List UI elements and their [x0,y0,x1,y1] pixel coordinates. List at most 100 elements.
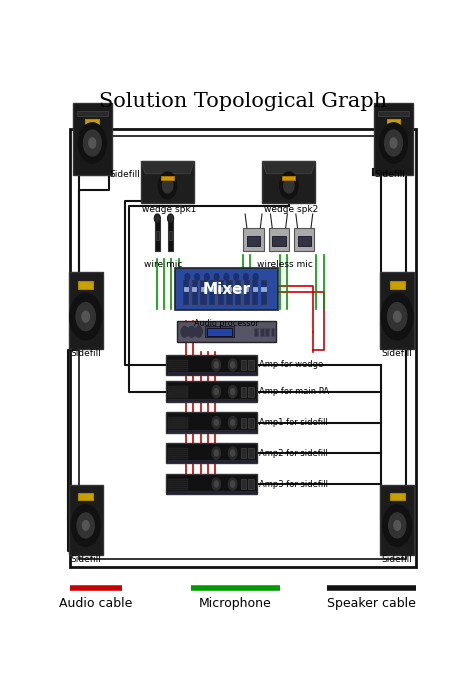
FancyBboxPatch shape [374,103,413,176]
Circle shape [393,311,401,322]
Circle shape [76,303,95,330]
FancyBboxPatch shape [168,479,188,480]
Circle shape [78,123,106,163]
FancyBboxPatch shape [183,280,188,304]
Circle shape [168,214,173,223]
Circle shape [390,138,397,148]
FancyBboxPatch shape [168,394,188,396]
FancyBboxPatch shape [248,418,254,428]
FancyBboxPatch shape [247,236,260,246]
FancyBboxPatch shape [168,485,188,486]
FancyBboxPatch shape [244,280,249,304]
FancyBboxPatch shape [298,236,311,246]
FancyBboxPatch shape [248,359,254,370]
Circle shape [388,303,407,330]
Circle shape [82,520,89,530]
Text: Sidefill: Sidefill [374,171,405,179]
FancyBboxPatch shape [254,328,258,336]
Circle shape [283,178,294,193]
FancyBboxPatch shape [201,287,205,291]
Circle shape [195,273,200,280]
Polygon shape [262,161,316,174]
FancyBboxPatch shape [168,460,255,463]
FancyBboxPatch shape [235,280,240,304]
Circle shape [224,273,229,280]
FancyBboxPatch shape [73,103,111,176]
FancyBboxPatch shape [241,418,246,428]
Circle shape [214,481,219,487]
FancyBboxPatch shape [156,231,159,240]
Text: wire mic: wire mic [145,260,183,269]
Circle shape [155,214,160,223]
Circle shape [214,389,219,395]
FancyBboxPatch shape [169,231,172,240]
Circle shape [380,123,408,163]
FancyBboxPatch shape [168,481,188,482]
FancyBboxPatch shape [85,119,99,125]
Circle shape [244,273,248,280]
Circle shape [228,478,237,490]
FancyBboxPatch shape [244,287,248,291]
FancyBboxPatch shape [260,328,264,336]
FancyBboxPatch shape [207,328,232,336]
FancyBboxPatch shape [168,430,255,432]
FancyBboxPatch shape [248,479,254,489]
FancyBboxPatch shape [141,161,194,203]
FancyBboxPatch shape [253,287,257,291]
FancyBboxPatch shape [168,399,255,401]
FancyBboxPatch shape [77,110,108,117]
Circle shape [384,130,402,156]
Text: Speaker cable: Speaker cable [327,598,416,610]
FancyBboxPatch shape [184,287,188,291]
Text: Sidefill: Sidefill [70,555,101,564]
Circle shape [83,130,101,156]
Circle shape [163,178,173,193]
Circle shape [381,294,413,340]
FancyBboxPatch shape [218,287,222,291]
Text: wedge spk1: wedge spk1 [142,205,196,214]
FancyBboxPatch shape [168,372,255,375]
FancyBboxPatch shape [168,423,188,425]
Circle shape [383,505,411,546]
FancyBboxPatch shape [241,479,246,489]
FancyBboxPatch shape [168,489,188,490]
Text: Amp1 for sidefill: Amp1 for sidefill [259,418,328,427]
Circle shape [228,416,237,429]
FancyBboxPatch shape [244,228,264,251]
FancyBboxPatch shape [168,368,188,369]
FancyBboxPatch shape [241,359,246,370]
Circle shape [181,326,188,337]
FancyBboxPatch shape [168,392,188,393]
Circle shape [82,311,90,322]
Circle shape [389,513,406,538]
Text: Microphone: Microphone [199,598,272,610]
FancyBboxPatch shape [265,328,269,336]
FancyBboxPatch shape [168,362,188,363]
FancyBboxPatch shape [168,421,188,423]
Text: Solution Topological Graph: Solution Topological Graph [99,92,387,112]
Circle shape [214,420,219,425]
Circle shape [195,326,202,337]
FancyBboxPatch shape [168,220,173,251]
Circle shape [212,447,220,459]
FancyBboxPatch shape [177,321,276,342]
Circle shape [155,215,159,221]
Polygon shape [141,161,194,174]
FancyBboxPatch shape [166,443,257,463]
FancyBboxPatch shape [241,387,246,397]
Circle shape [77,513,94,538]
Text: Sidefill: Sidefill [109,171,140,179]
FancyBboxPatch shape [380,485,414,555]
Text: Audio cable: Audio cable [59,598,133,610]
Circle shape [212,478,220,490]
FancyBboxPatch shape [380,271,414,349]
Text: Amp2 for sidefill: Amp2 for sidefill [259,448,328,457]
FancyBboxPatch shape [78,281,93,289]
FancyBboxPatch shape [168,483,188,484]
Text: Sidefill: Sidefill [70,349,101,358]
FancyBboxPatch shape [168,366,188,367]
Circle shape [70,294,102,340]
Text: Sidefill: Sidefill [382,349,412,358]
FancyBboxPatch shape [248,448,254,458]
FancyBboxPatch shape [387,119,401,125]
